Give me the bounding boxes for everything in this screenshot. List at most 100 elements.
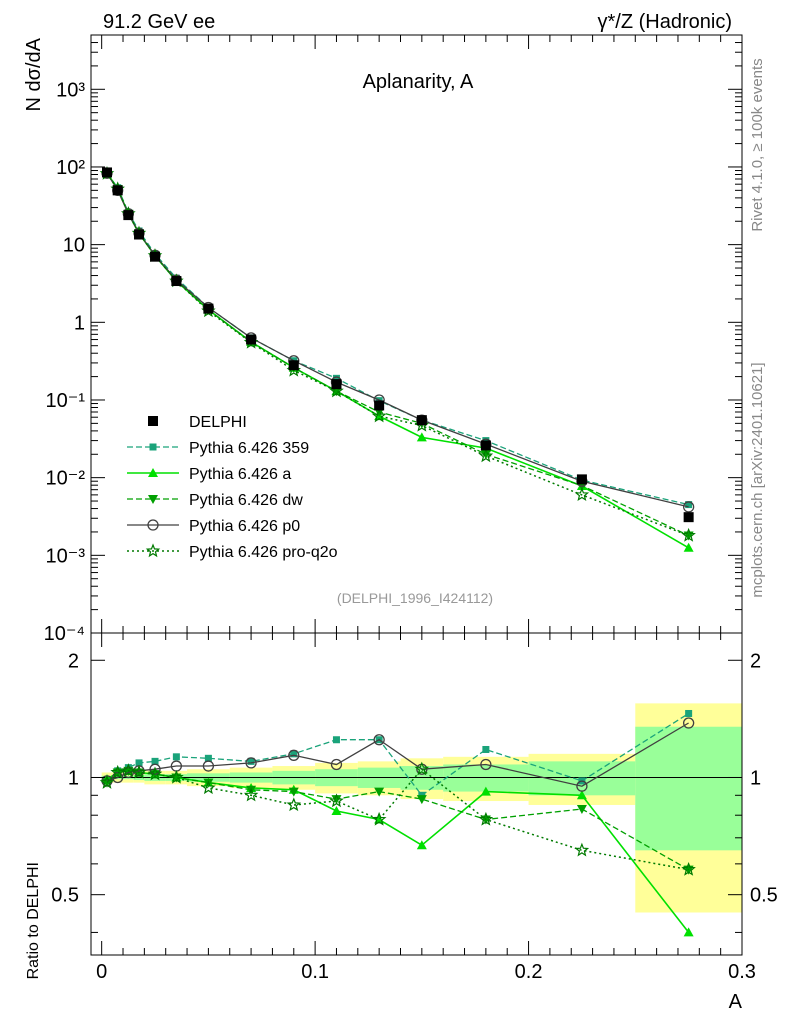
y-tick-label-main: 1	[74, 312, 85, 334]
ratio-point-proq2o	[121, 763, 136, 778]
ratio-line-p0	[106, 722, 689, 787]
y-axis-label-main: N dσ/dA	[23, 37, 45, 111]
y-tick-label-ratio-left: 2	[68, 650, 79, 672]
rivet-label: Rivet 4.1.0, ≥ 100k events	[749, 58, 766, 231]
y-tick-label-ratio-right: 1	[750, 767, 761, 789]
ratio-point-a	[576, 790, 587, 800]
legend-marker-p0	[147, 519, 159, 531]
ratio-point-p359	[290, 750, 298, 758]
ratio-point-p359	[135, 759, 143, 767]
ratio-line-proq2o	[106, 768, 689, 871]
ratio-point-a	[683, 927, 694, 937]
ratio-point-p359	[172, 753, 180, 761]
legend-entry-dw: Pythia 6.426 dw	[127, 492, 303, 509]
ratio-point-proq2o	[414, 761, 430, 776]
point-proq2o	[329, 383, 344, 398]
ratio-point-proq2o	[574, 842, 590, 857]
point-data	[374, 400, 385, 411]
point-data	[246, 334, 257, 345]
analysis-label: (DELPHI_1996_I424112)	[337, 590, 493, 606]
point-proq2o	[574, 487, 590, 502]
point-data	[203, 303, 214, 314]
legend-entry-p359: Pythia 6.426 359	[127, 440, 309, 457]
chart-title: Aplanarity, A	[363, 71, 474, 93]
point-data	[134, 229, 145, 240]
ratio-line-p359	[106, 712, 689, 797]
ratio-point-p0	[202, 760, 215, 772]
point-proq2o	[478, 448, 494, 463]
x-axis-label: A	[729, 991, 743, 1013]
series-p0	[101, 167, 695, 513]
point-p359	[332, 374, 340, 382]
series-proq2o	[99, 166, 696, 542]
point-proq2o	[371, 408, 387, 423]
ratio-point-p0	[576, 780, 588, 792]
point-data	[576, 474, 587, 485]
legend-label-p359: Pythia 6.426 359	[189, 440, 309, 457]
ratio-point-proq2o	[110, 764, 125, 779]
energy-label: 91.2 GeV ee	[103, 11, 215, 33]
point-data	[416, 415, 427, 426]
point-p0	[682, 501, 695, 513]
y-tick-label-main: 10³	[56, 79, 85, 101]
legend-label-a: Pythia 6.426 a	[189, 466, 291, 483]
ratio-point-dw	[331, 795, 342, 805]
legend-marker-p359	[149, 443, 157, 451]
point-a	[683, 542, 694, 552]
ratio-point-p359	[685, 709, 693, 717]
ratio-point-dw	[416, 795, 427, 805]
y-tick-label-main: 10	[63, 235, 85, 257]
y-tick-label-ratio-right: 0.5	[750, 885, 778, 907]
ratio-point-proq2o	[131, 764, 147, 779]
y-tick-label-main: 10⁻³	[46, 545, 86, 567]
point-data	[150, 251, 161, 262]
legend-entry-p0: Pythia 6.426 p0	[127, 518, 300, 535]
y-tick-label-main: 10⁻¹	[46, 390, 86, 412]
ratio-point-p0	[682, 717, 695, 729]
ratio-point-p0	[245, 757, 257, 769]
ratio-point-proq2o	[243, 787, 259, 802]
legend-label-data: DELPHI	[189, 414, 247, 431]
legend-label-p0: Pythia 6.426 p0	[189, 518, 300, 535]
x-tick-label: 0.2	[515, 961, 543, 983]
ratio-point-p0	[373, 734, 385, 746]
series-data	[102, 167, 694, 523]
ratio-point-a	[416, 840, 427, 850]
point-data	[171, 276, 182, 287]
x-tick-label: 0.1	[301, 961, 329, 983]
y-tick-label-main: 10²	[56, 157, 85, 179]
ratio-point-p359	[204, 754, 212, 762]
x-tick-label: 0	[96, 961, 107, 983]
ratio-point-p0	[288, 749, 300, 761]
ratio-frame	[90, 632, 743, 956]
ratio-point-dw	[576, 804, 587, 814]
point-data	[288, 360, 299, 371]
ratio-panel: 0.5 0.5 1 1 2 2 0 0.1 0.2 0.3 Ratio to DELPHI A	[25, 632, 778, 1013]
legend-label-dw: Pythia 6.426 dw	[189, 492, 303, 509]
legend-marker-dw	[148, 495, 158, 504]
point-data	[331, 379, 342, 390]
ratio-point-proq2o	[681, 861, 696, 876]
y-tick-label-ratio-left: 0.5	[51, 885, 79, 907]
legend-marker-a	[148, 468, 158, 477]
ratio-point-a	[331, 806, 342, 816]
point-dw	[480, 450, 491, 460]
legend-marker-data	[148, 416, 158, 426]
point-data	[480, 440, 491, 451]
ratio-point-p0	[149, 763, 161, 775]
legend-entry-data: DELPHI	[148, 414, 247, 431]
mcplots-label: mcplots.cern.ch [arXiv:2401.10621]	[749, 362, 766, 597]
ratio-point-proq2o	[371, 811, 387, 826]
y-tick-label-ratio-left: 1	[68, 767, 79, 789]
legend-entry-a: Pythia 6.426 a	[127, 466, 291, 483]
ratio-point-proq2o	[329, 793, 344, 808]
process-label: γ*/Z (Hadronic)	[598, 11, 732, 33]
ratio-point-proq2o	[147, 766, 163, 781]
y-tick-label-ratio-right: 2	[750, 650, 761, 672]
ratio-point-p0	[330, 758, 343, 771]
ratio-point-p359	[247, 757, 255, 765]
y-tick-label-main: 10⁻⁴	[44, 623, 85, 645]
point-a	[416, 432, 427, 442]
ratio-point-p359	[482, 745, 490, 753]
